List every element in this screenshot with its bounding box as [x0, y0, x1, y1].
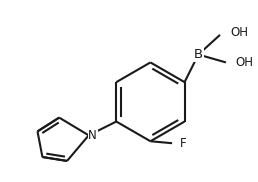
- Text: OH: OH: [230, 26, 248, 39]
- Text: OH: OH: [236, 56, 254, 69]
- Text: B: B: [194, 48, 203, 61]
- Text: F: F: [180, 137, 187, 150]
- Text: N: N: [88, 129, 97, 142]
